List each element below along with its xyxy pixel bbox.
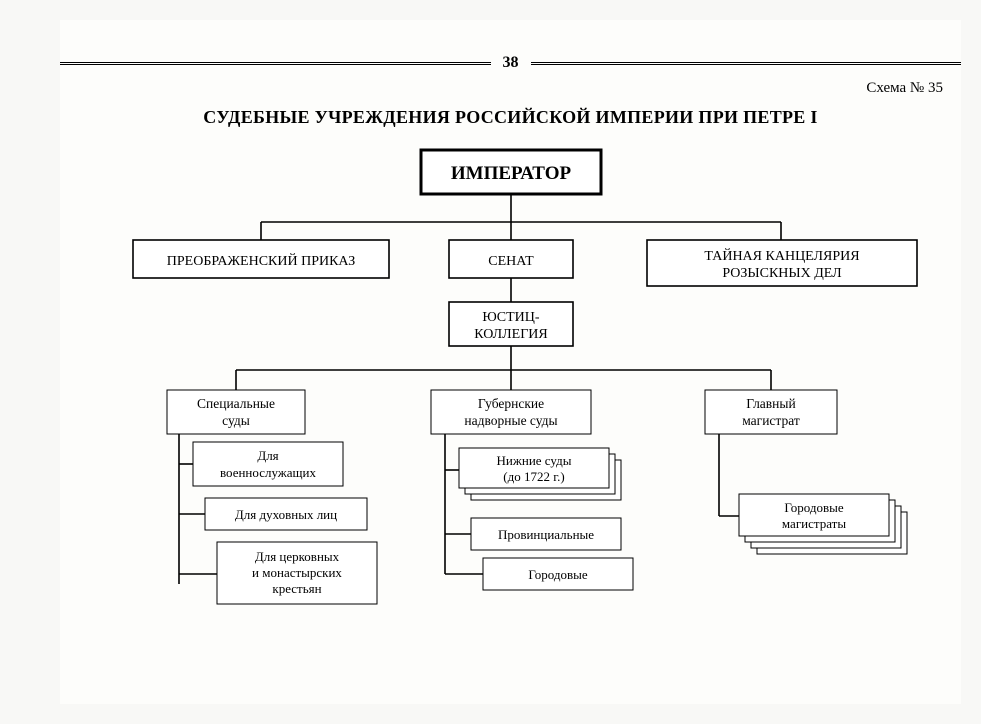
label-mil-2: военнослужащих [219, 465, 316, 480]
label-citymag-1: Городовые [784, 500, 843, 515]
label-low-1: Нижние суды [496, 453, 571, 468]
label-peas-2: и монастырских [252, 565, 342, 580]
label-gub-1: Губернские [477, 396, 543, 411]
org-chart: ИМПЕРАТОР ПРЕОБРАЖЕНСКИЙ ПРИКАЗ СЕНАТ ТА… [71, 144, 951, 664]
label-mag-2: магистрат [742, 413, 800, 428]
label-peas-3: крестьян [272, 581, 321, 596]
label-low-2: (до 1722 г.) [503, 469, 564, 484]
page-title: СУДЕБНЫЕ УЧРЕЖДЕНИЯ РОССИЙСКОЙ ИМПЕРИИ П… [60, 107, 961, 128]
label-clergy: Для духовных лиц [234, 507, 336, 522]
label-spec-2: суды [222, 413, 250, 428]
label-justice-2: КОЛЛЕГИЯ [474, 327, 548, 342]
label-gub-2: надворные суды [464, 413, 557, 428]
label-preobrazhensky: ПРЕОБРАЖЕНСКИЙ ПРИКАЗ [166, 252, 354, 269]
label-mil-1: Для [257, 448, 278, 463]
label-justice-1: ЮСТИЦ- [482, 310, 540, 325]
label-peas-1: Для церковных [254, 549, 339, 564]
label-prov: Провинциальные [497, 527, 593, 542]
label-emperor: ИМПЕРАТОР [450, 163, 571, 184]
label-chancery-1: ТАЙНАЯ КАНЦЕЛЯРИЯ [704, 247, 859, 264]
scheme-number: Схема № 35 [60, 80, 943, 97]
label-senate: СЕНАТ [488, 254, 534, 269]
label-spec-1: Специальные [197, 396, 275, 411]
page-number: 38 [491, 54, 531, 72]
label-city: Городовые [528, 567, 587, 582]
page-number-rule: 38 [60, 54, 961, 72]
label-chancery-2: РОЗЫСКНЫХ ДЕЛ [722, 266, 842, 281]
label-citymag-2: магистраты [781, 516, 845, 531]
label-mag-1: Главный [746, 396, 795, 411]
